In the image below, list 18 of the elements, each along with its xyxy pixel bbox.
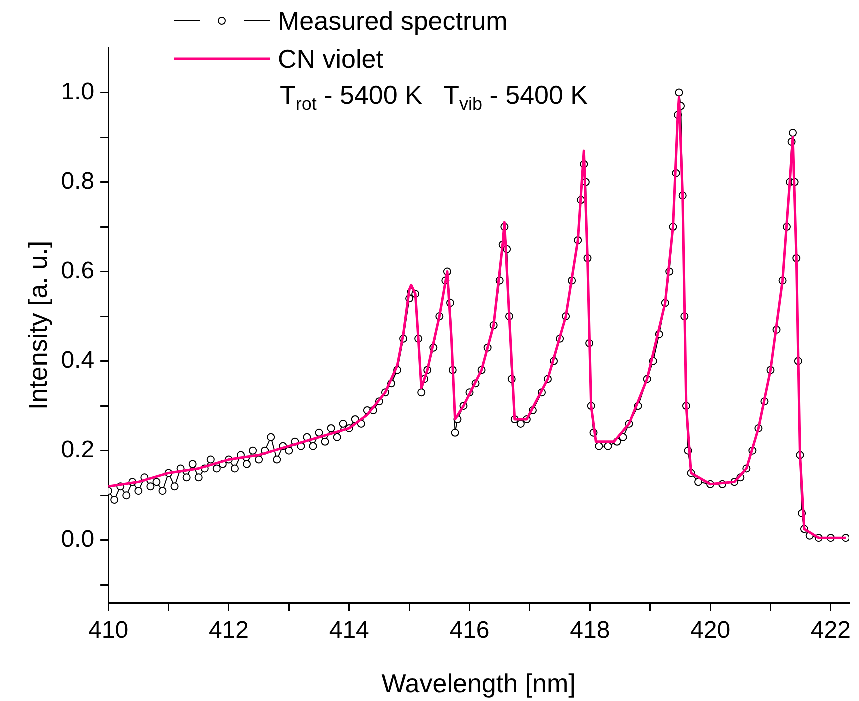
y-tick-label: 0.2 xyxy=(61,436,95,464)
y-tick-label: 1.0 xyxy=(61,78,95,106)
x-tick-label: 422 xyxy=(810,617,851,644)
y-tick-label: 0.8 xyxy=(61,168,95,195)
y-axis-title: Intensity [a. u.] xyxy=(22,240,53,410)
x-tick-label: 420 xyxy=(690,617,731,644)
x-tick-label: 410 xyxy=(88,617,129,644)
legend-label: Measured spectrum xyxy=(278,5,508,38)
y-tick-label: 0.0 xyxy=(61,526,95,553)
x-tick-label: 416 xyxy=(450,617,490,644)
legend-label: CN violet xyxy=(278,43,384,76)
y-tick-label: 0.6 xyxy=(61,257,95,284)
x-axis-title: Wavelength [nm] xyxy=(382,668,576,699)
annotation: T$_{rot}$ - 5400 K T$_{vib}$ - 5400 K xyxy=(280,79,588,116)
x-tick-label: 412 xyxy=(208,617,249,644)
x-tick-label: 418 xyxy=(570,617,610,644)
y-tick-label: 0.4 xyxy=(61,346,95,374)
x-tick-label: 414 xyxy=(329,617,370,644)
